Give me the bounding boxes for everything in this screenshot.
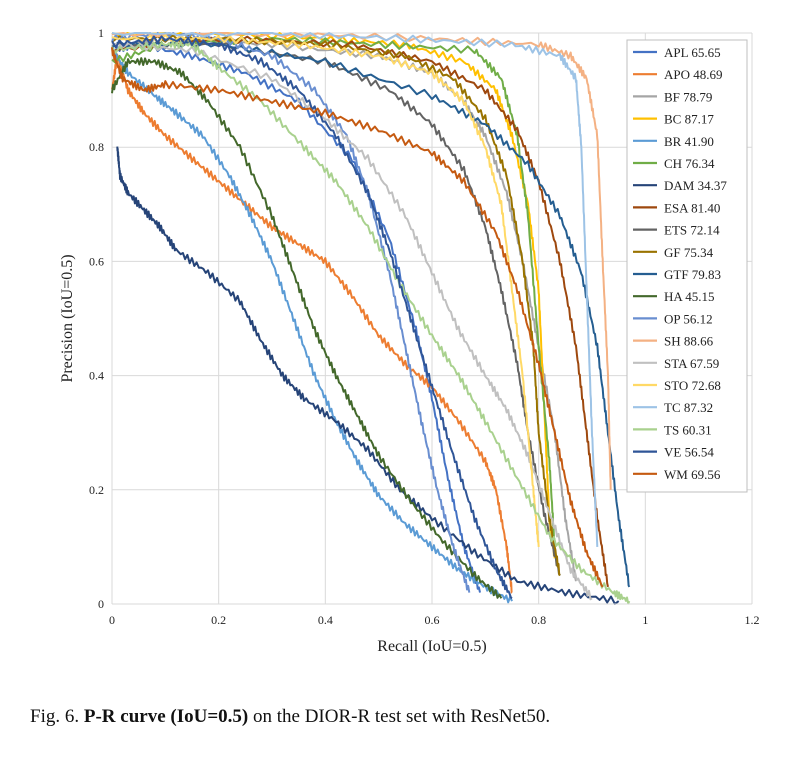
series-line-br [111,47,513,604]
x-axis-label: Recall (IoU=0.5) [377,638,486,655]
legend-entry: ETS 72.14 [664,223,720,238]
legend-entry: DAM 34.37 [664,178,727,193]
y-tick-label: 1 [98,26,104,40]
pr-curve-figure: 0 0.2 0.4 0.6 0.8 1 1.2 0 0.2 0.4 0.6 0.8 1 APL 65.6… [59,26,760,655]
series-line-apl [111,41,481,593]
legend: APL 65.65 APO 48.69 BF 78.79 BC 87.17 BR 41.… [626,39,748,493]
x-tick-label: 0.6 [425,613,440,627]
x-tick-label: 0 [109,613,115,627]
legend-entry: WM 69.56 [664,467,721,482]
caption-bold: P-R curve (IoU=0.5) [83,706,249,727]
legend-entry: SH 88.66 [664,334,714,349]
x-tick-label: 1 [642,613,648,627]
x-tick-label: 1.2 [745,613,760,627]
legend-entry: GTF 79.83 [664,267,721,282]
y-tick-label: 0.8 [89,140,104,154]
x-tick-label: 0.4 [318,613,333,627]
x-tick-label: 0.8 [531,613,546,627]
y-tick-label: 0 [98,597,104,611]
series-line-esa [111,34,609,588]
y-tick-label: 0.4 [89,369,104,383]
legend-entry: TC 87.32 [664,400,713,415]
legend-entry: OP 56.12 [664,311,713,326]
legend-entry: BC 87.17 [664,112,714,127]
y-tick-label: 0.6 [89,254,104,268]
legend-entry: BR 41.90 [664,134,714,149]
y-axis-label: Precision (IoU=0.5) [59,254,76,382]
series-line-gf [111,34,561,577]
legend-entry: HA 45.15 [664,289,715,304]
caption-rest: on the DIOR-R test set with ResNet50. [248,706,551,727]
figure-caption: Fig. 6. P-R curve (IoU=0.5) on the DIOR-… [30,706,770,728]
y-tick-label: 0.2 [89,483,104,497]
series-line-apo [111,53,513,594]
series-line-ha [111,57,503,599]
legend-entry: STO 72.68 [664,378,721,393]
legend-entry: APL 65.65 [664,45,721,60]
legend-entry: GF 75.34 [664,245,714,260]
series-line-sta [111,42,593,601]
legend-entry: VE 56.54 [664,445,714,460]
legend-entry: ESA 81.40 [664,200,720,215]
series-lines [111,32,631,605]
x-tick-label: 0.2 [211,613,226,627]
series-line-wm [111,47,604,588]
legend-entry: APO 48.69 [664,67,723,82]
series-line-dam [116,146,620,605]
series-line-ve [111,35,513,600]
series-line-sh [111,32,612,490]
axes: 0 0.2 0.4 0.6 0.8 1 1.2 0 0.2 0.4 0.6 0.8 1 [89,26,760,627]
series-line-tc [111,32,599,547]
legend-entry: TS 60.31 [664,422,712,437]
series-line-sto [111,34,540,547]
caption-prefix: Fig. 6. [30,706,80,727]
legend-entry: CH 76.34 [664,156,715,171]
pr-curve-chart: 0 0.2 0.4 0.6 0.8 1 1.2 0 0.2 0.4 0.6 0.8 1 APL 65.6… [59,26,760,655]
legend-entry: BF 78.79 [664,89,712,104]
legend-entry: STA 67.59 [664,356,719,371]
legend-box [626,39,748,493]
